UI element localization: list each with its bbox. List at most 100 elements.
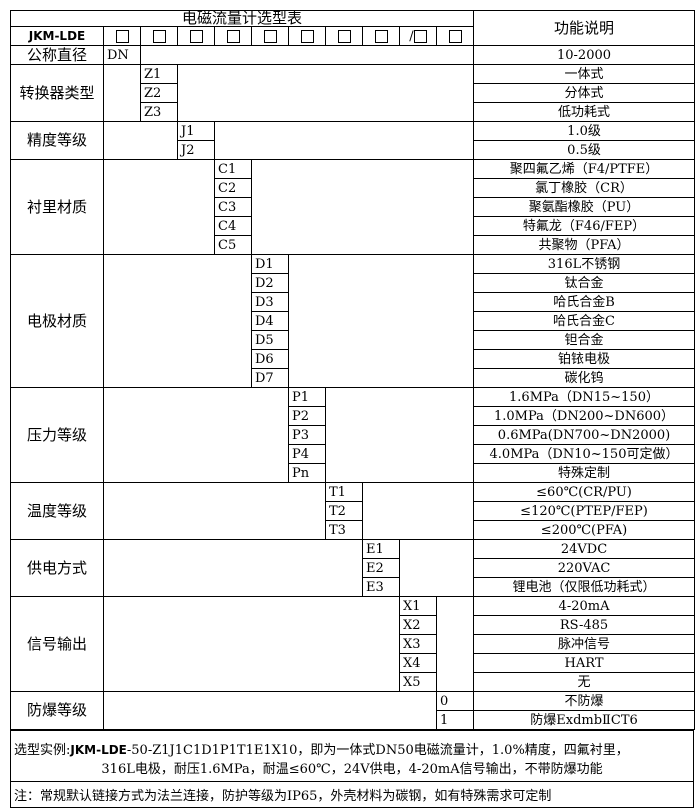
option-description: 220VAC xyxy=(473,558,696,578)
option-description: HART xyxy=(473,653,696,673)
option-code: D7 xyxy=(251,368,289,388)
slot-box-icon xyxy=(374,29,388,43)
slash: / xyxy=(409,28,414,44)
option-code: Z2 xyxy=(140,83,178,103)
code-slot: / xyxy=(399,26,437,46)
table-row: D3 哈氏合金B xyxy=(11,292,696,312)
code-slot xyxy=(140,26,178,46)
option-code: P1 xyxy=(288,387,326,407)
option-description: 低功耗式 xyxy=(473,102,696,122)
option-description: ≤120℃(PTEP/FEP) xyxy=(473,501,696,521)
option-description: 特氟龙（F46/FEP） xyxy=(473,216,696,236)
slot-box-icon xyxy=(152,29,166,43)
option-description: 铂铱电极 xyxy=(473,349,696,369)
table-row: 压力等级 P1 1.6MPa（DN15~150） xyxy=(10,387,696,483)
table-row: 信号输出 X1 4-20mA xyxy=(10,596,696,692)
empty-cell xyxy=(361,482,475,540)
option-description: 不防爆 xyxy=(473,691,696,711)
empty-cell xyxy=(103,159,215,255)
table-row: 转换器类型 Z1 一体式 xyxy=(10,64,696,122)
slot-box-icon xyxy=(226,29,240,43)
table-row: Pn 特殊定制 xyxy=(11,463,696,483)
option-code: J1 xyxy=(177,121,215,141)
table-row: E2 220VAC xyxy=(11,558,696,578)
slot-box-icon xyxy=(189,29,203,43)
empty-cell xyxy=(103,539,363,597)
code-slot xyxy=(214,26,252,46)
code-slot xyxy=(103,26,141,46)
empty-cell xyxy=(176,64,475,122)
option-description: 哈氏合金C xyxy=(473,311,696,331)
table-row: X2 RS-485 xyxy=(11,615,696,635)
code-slot xyxy=(288,26,326,46)
option-code: DN xyxy=(103,45,141,65)
table-row: P3 0.6MPa(DN700~DN2000) xyxy=(11,425,696,445)
section-label: 供电方式 xyxy=(10,539,104,597)
option-description: 1.0MPa（DN200~DN600） xyxy=(473,406,696,426)
table-row: C2 氯丁橡胶（CR） xyxy=(11,178,696,198)
table-row: D7 碳化钨 xyxy=(11,368,696,388)
option-description: 10-2000 xyxy=(473,45,696,65)
option-code: X2 xyxy=(399,615,437,635)
option-code: E1 xyxy=(362,539,400,559)
section-label: 转换器类型 xyxy=(10,64,104,122)
option-description: 1.0级 xyxy=(473,121,696,141)
option-description: 氯丁橡胶（CR） xyxy=(473,178,696,198)
table-row: 公称直径 DN 10-2000 xyxy=(10,45,696,65)
option-code: X4 xyxy=(399,653,437,673)
option-description: 0.6MPa(DN700~DN2000) xyxy=(473,425,696,445)
slot-box-icon xyxy=(115,29,129,43)
note-line: 注：常规默认链接方式为法兰连接，防护等级为IP65，外壳材料为碳钢，如有特殊需求… xyxy=(11,781,693,804)
option-description: 特殊定制 xyxy=(473,463,696,483)
option-code: E3 xyxy=(362,577,400,597)
option-description: 防爆ExdmbⅡCT6 xyxy=(473,710,696,730)
option-code: X3 xyxy=(399,634,437,654)
option-code: D5 xyxy=(251,330,289,350)
option-description: 316L不锈钢 xyxy=(473,254,696,274)
code-slot xyxy=(177,26,215,46)
table-row: C5 共聚物（PFA） xyxy=(11,235,696,255)
option-description: 碳化钨 xyxy=(473,368,696,388)
example-model: JKM-LDE xyxy=(70,743,127,757)
table-row: X5 无 xyxy=(11,672,696,692)
option-code: D2 xyxy=(251,273,289,293)
option-description: 1.6MPa（DN15~150） xyxy=(473,387,696,407)
empty-cell xyxy=(103,64,141,122)
option-code: T3 xyxy=(325,520,363,540)
example-text: -50-Z1J1C1D1P1T1E1X10，即为一体式DN50电磁流量计，1.0… xyxy=(126,743,629,758)
option-description: 聚氨酯橡胶（PU） xyxy=(473,197,696,217)
option-code: Z1 xyxy=(140,64,178,84)
option-code: D3 xyxy=(251,292,289,312)
code-slot xyxy=(362,26,400,46)
empty-cell xyxy=(103,254,252,388)
option-description: 4-20mA xyxy=(473,596,696,616)
empty-cell xyxy=(103,482,326,540)
table-row: 精度等级 J1 1.0级 xyxy=(10,121,696,160)
table-row: 防爆等级 0 不防爆 xyxy=(10,691,696,730)
model-prefix: JKM-LDE xyxy=(10,26,104,46)
option-description: 钽合金 xyxy=(473,330,696,350)
empty-cell xyxy=(103,596,400,692)
section-label: 公称直径 xyxy=(10,45,104,65)
example-line-2: 316L电极，耐压1.6MPa，耐温≤60℃，24V供电，4-20mA信号输出，… xyxy=(101,762,603,777)
table-row: 1 防爆ExdmbⅡCT6 xyxy=(11,710,696,730)
code-slot xyxy=(251,26,289,46)
option-code: C5 xyxy=(214,235,252,255)
option-code: D1 xyxy=(251,254,289,274)
section-label: 信号输出 xyxy=(10,596,104,692)
table-row: Z3 低功耗式 xyxy=(11,102,696,122)
slot-box-icon xyxy=(413,29,427,43)
table-row: P4 4.0MPa（DN10~150可定做） xyxy=(11,444,696,464)
option-code: C3 xyxy=(214,197,252,217)
slot-box-icon xyxy=(337,29,351,43)
empty-cell xyxy=(324,387,475,483)
option-description: 4.0MPa（DN10~150可定做） xyxy=(473,444,696,464)
option-code: T2 xyxy=(325,501,363,521)
notes-box: 选型实例:JKM-LDE-50-Z1J1C1D1P1T1E1X10，即为一体式D… xyxy=(10,730,694,808)
empty-cell xyxy=(103,387,289,483)
empty-cell xyxy=(250,159,475,255)
slot-box-icon xyxy=(300,29,314,43)
option-code: C1 xyxy=(214,159,252,179)
option-code: D4 xyxy=(251,311,289,331)
option-description: ≤60℃(CR/PU) xyxy=(473,482,696,502)
